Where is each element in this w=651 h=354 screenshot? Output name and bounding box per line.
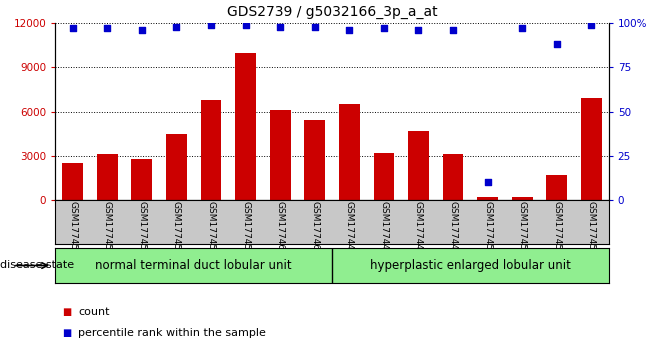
Text: GSM177456: GSM177456 xyxy=(137,201,146,256)
Text: GSM177459: GSM177459 xyxy=(241,201,250,256)
Text: GSM177458: GSM177458 xyxy=(206,201,215,256)
Title: GDS2739 / g5032166_3p_a_at: GDS2739 / g5032166_3p_a_at xyxy=(227,5,437,19)
Point xyxy=(309,24,320,29)
Text: percentile rank within the sample: percentile rank within the sample xyxy=(78,328,266,338)
Point xyxy=(448,27,458,33)
Point xyxy=(275,24,285,29)
Point xyxy=(240,22,251,28)
Text: GSM177452: GSM177452 xyxy=(552,201,561,256)
Text: count: count xyxy=(78,307,109,316)
Point xyxy=(551,41,562,47)
Bar xyxy=(408,131,429,200)
Bar xyxy=(97,154,118,200)
Bar xyxy=(374,153,395,200)
Point xyxy=(379,25,389,31)
Text: GSM177461: GSM177461 xyxy=(311,201,319,256)
Bar xyxy=(546,175,567,200)
Text: normal terminal duct lobular unit: normal terminal duct lobular unit xyxy=(95,259,292,272)
Text: ■: ■ xyxy=(62,328,71,338)
Bar xyxy=(477,197,498,200)
Text: GSM177455: GSM177455 xyxy=(103,201,112,256)
Text: GSM177450: GSM177450 xyxy=(483,201,492,256)
Bar xyxy=(339,104,359,200)
Text: GSM177454: GSM177454 xyxy=(68,201,77,256)
Text: GSM177449: GSM177449 xyxy=(449,201,458,256)
Bar xyxy=(201,100,221,200)
Text: GSM177447: GSM177447 xyxy=(380,201,389,256)
Bar xyxy=(443,154,464,200)
Text: GSM177451: GSM177451 xyxy=(518,201,527,256)
Bar xyxy=(62,163,83,200)
Text: GSM177460: GSM177460 xyxy=(275,201,284,256)
Bar xyxy=(512,197,533,200)
Point xyxy=(517,25,527,31)
Point xyxy=(413,27,424,33)
Bar xyxy=(235,52,256,200)
Point xyxy=(344,27,355,33)
Bar xyxy=(305,120,325,200)
Point xyxy=(137,27,147,33)
Text: ■: ■ xyxy=(62,307,71,316)
Bar xyxy=(581,98,602,200)
Point xyxy=(171,24,182,29)
Text: disease state: disease state xyxy=(0,261,74,270)
Point xyxy=(68,25,78,31)
Bar xyxy=(166,133,187,200)
Point xyxy=(102,25,113,31)
Text: GSM177448: GSM177448 xyxy=(414,201,423,256)
Text: hyperplastic enlarged lobular unit: hyperplastic enlarged lobular unit xyxy=(370,259,571,272)
Text: GSM177457: GSM177457 xyxy=(172,201,181,256)
Text: GSM177446: GSM177446 xyxy=(345,201,353,256)
Text: GSM177453: GSM177453 xyxy=(587,201,596,256)
Point xyxy=(206,22,216,28)
Point xyxy=(586,22,596,28)
Bar xyxy=(132,159,152,200)
Point xyxy=(482,179,493,185)
Bar xyxy=(270,110,290,200)
